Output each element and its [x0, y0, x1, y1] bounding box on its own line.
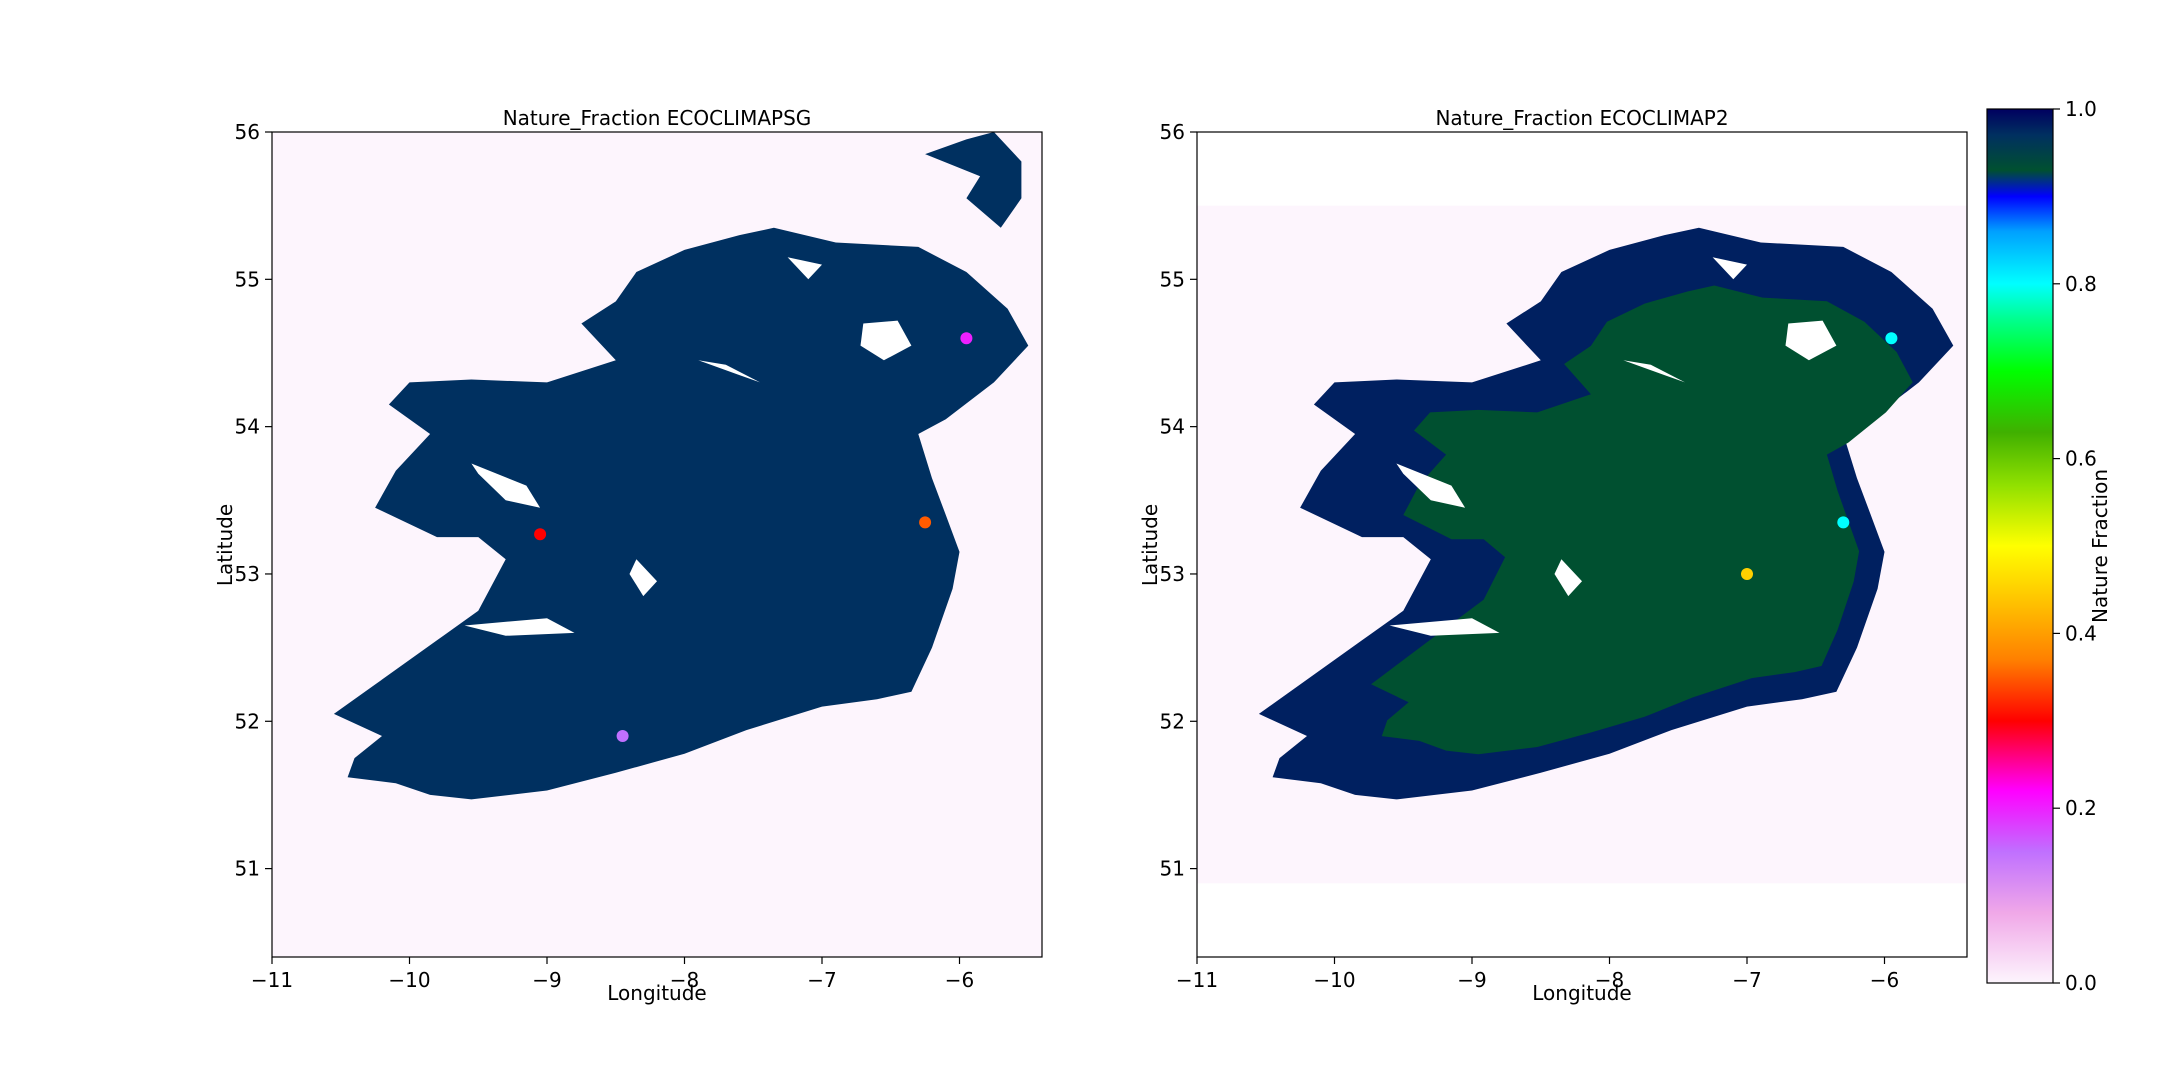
y-tick-label: 51: [1160, 857, 1185, 881]
colorbar-tick-label: 0.6: [2065, 447, 2097, 471]
x-tick-label: −10: [388, 968, 430, 992]
x-tick-label: −6: [945, 968, 974, 992]
y-tick-label: 53: [1160, 562, 1185, 586]
scotland-landmass: [925, 132, 1022, 228]
x-ticks-left: −11 −10 −9 −8 −7 −6: [251, 957, 974, 992]
y-tick-label: 53: [235, 562, 260, 586]
x-tick-label: −10: [1313, 968, 1355, 992]
y-axis-label-right: Latitude: [1138, 504, 1162, 586]
y-tick-label: 56: [235, 120, 260, 144]
lake: [471, 463, 541, 508]
y-tick-label: 55: [235, 267, 260, 291]
y-tick-label: 55: [1160, 267, 1185, 291]
lake: [860, 320, 912, 361]
y-tick-label: 54: [1160, 415, 1185, 439]
colorbar: 0.0 0.2 0.4 0.6 0.8 1.0 Nature Fraction: [1986, 97, 2112, 995]
hotspot-mark: [960, 332, 973, 345]
x-tick-label: −7: [807, 968, 836, 992]
land-layer-right: [1258, 227, 1954, 800]
lake: [1396, 463, 1466, 508]
plot-frame-right: [1196, 131, 1968, 958]
x-tick-label: −9: [1457, 968, 1486, 992]
x-tick-label: −6: [1870, 968, 1899, 992]
ireland-landmass: [333, 227, 1029, 800]
y-axis-label-left: Latitude: [213, 504, 237, 586]
x-tick-label: −11: [1176, 968, 1218, 992]
hotspot-mark: [534, 528, 547, 541]
x-ticks-right: −11 −10 −9 −8 −7 −6: [1176, 957, 1899, 992]
colorbar-tick-label: 0.2: [2065, 796, 2097, 820]
lake: [1554, 559, 1582, 597]
x-tick-label: −9: [532, 968, 561, 992]
x-tick-label: −7: [1732, 968, 1761, 992]
panel-ecoclimapsg: Nature_Fraction ECOCLIMAPSG Longitude La…: [213, 106, 1043, 1005]
hotspot-mark: [919, 516, 932, 529]
x-tick-label: −8: [1595, 968, 1624, 992]
lake: [629, 559, 657, 597]
lake: [787, 257, 822, 280]
hotspot-mark: [616, 730, 629, 742]
y-tick-label: 54: [235, 415, 260, 439]
y-ticks-right: 51 52 53 54 55 56: [1160, 120, 1197, 881]
colorbar-tick-label: 0.0: [2065, 971, 2097, 995]
chart-title-right: Nature_Fraction ECOCLIMAP2: [1435, 106, 1728, 130]
colorbar-tick-label: 1.0: [2065, 97, 2097, 121]
lake: [1389, 618, 1500, 636]
colorbar-tick-label: 0.8: [2065, 272, 2097, 296]
land-layer-left: [333, 132, 1029, 800]
x-axis-label-right: Longitude: [1532, 981, 1631, 1005]
lake: [698, 360, 761, 383]
lake: [1623, 360, 1686, 383]
x-axis-label-left: Longitude: [607, 981, 706, 1005]
x-tick-label: −11: [251, 968, 293, 992]
y-ticks-left: 51 52 53 54 55 56: [235, 120, 272, 881]
lake: [1712, 257, 1747, 280]
plot-frame-left: [271, 131, 1043, 958]
y-tick-label: 51: [235, 857, 260, 881]
colorbar-ticks: 0.0 0.2 0.4 0.6 0.8 1.0: [2053, 97, 2097, 995]
hotspots-left: [534, 332, 973, 742]
chart-title-left: Nature_Fraction ECOCLIMAPSG: [503, 106, 812, 130]
x-tick-label: −8: [670, 968, 699, 992]
lake: [1785, 320, 1837, 361]
lake: [464, 618, 575, 636]
y-tick-label: 52: [235, 709, 260, 733]
y-tick-label: 56: [1160, 120, 1185, 144]
hotspot-mark: [1741, 568, 1753, 580]
hotspots-right: [1741, 332, 1898, 580]
hotspot-mark: [1885, 332, 1898, 345]
colorbar-label: Nature Fraction: [2088, 469, 2112, 623]
hotspot-mark: [1837, 516, 1850, 529]
panel-ecoclimap2: Nature_Fraction ECOCLIMAP2 Longitude Lat…: [1138, 106, 1968, 1005]
y-tick-label: 52: [1160, 709, 1185, 733]
colorbar-gradient: [1986, 108, 2054, 984]
colorbar-tick-label: 0.4: [2065, 621, 2097, 645]
interior-region: [1371, 285, 1913, 755]
